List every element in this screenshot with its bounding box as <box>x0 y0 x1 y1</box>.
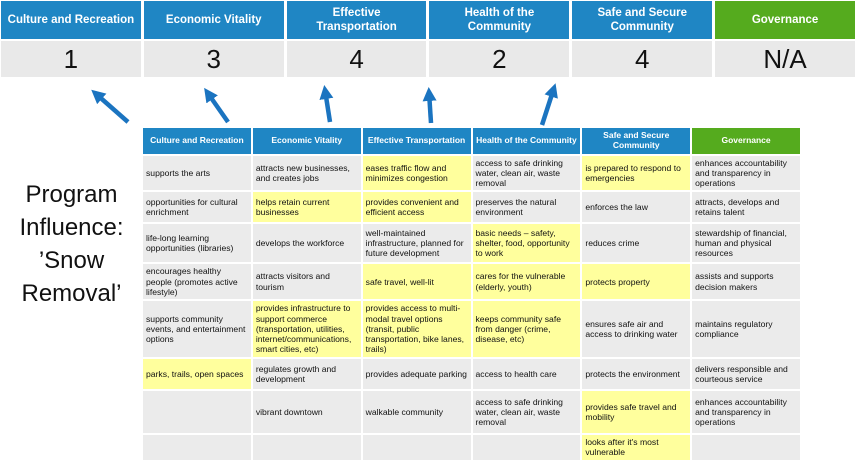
up-arrows-graphic <box>91 83 558 126</box>
score-culture: 1 <box>1 41 141 77</box>
program-title-line: Removal’ <box>21 280 122 308</box>
matrix-cell <box>143 390 251 433</box>
matrix-cell: enforces the law <box>582 192 691 223</box>
matrix-cell: provides access to multi-modal travel op… <box>362 300 471 357</box>
matrix-cell: access to safe drinking water, clean air… <box>472 156 581 191</box>
matrix-cell: encourages healthy people (promotes acti… <box>143 264 251 299</box>
matrix-cell: looks after it's most vulnerable <box>582 434 691 460</box>
matrix-cell: provides infrastructure to support comme… <box>252 300 361 357</box>
matrix-cell: opportunities for cultural enrichment <box>143 192 251 223</box>
matrix-cell: keeps community safe from danger (crime,… <box>472 300 581 357</box>
matrix-cell: protects the environment <box>582 358 691 389</box>
matrix-cell: helps retain current businesses <box>252 192 361 223</box>
matrix-cell: safe travel, well-lit <box>362 264 471 299</box>
matrix-cell: provides adequate parking <box>362 358 471 389</box>
priority-header-safe: Safe and Secure Community <box>572 1 713 39</box>
matrix-cell: enhances accountability and transparency… <box>692 156 800 191</box>
score-safe: 4 <box>572 41 713 77</box>
matrix-cell: develops the workforce <box>252 224 361 263</box>
matrix-header-governance: Governance <box>692 128 800 154</box>
score-economic: 3 <box>143 41 284 77</box>
matrix-cell: life-long learning opportunities (librar… <box>143 224 251 263</box>
matrix-cell: cares for the vulnerable (elderly, youth… <box>472 264 581 299</box>
program-title-line: Program <box>25 181 118 208</box>
priority-header-transportation: Effective Transportation <box>286 1 427 39</box>
score-transportation: 4 <box>286 41 427 77</box>
matrix-cell: reduces crime <box>582 224 691 263</box>
arrow-icon <box>91 83 558 126</box>
matrix-cell <box>692 434 800 460</box>
score-health: 2 <box>429 41 570 77</box>
priority-header-economic: Economic Vitality <box>143 1 284 39</box>
program-influence-title: Program Influence: ’Snow Removal’ <box>0 178 143 310</box>
score-governance: N/A <box>715 41 855 77</box>
matrix-cell: attracts new businesses, and creates job… <box>252 156 361 191</box>
matrix-header-culture: Culture and Recreation <box>143 128 251 154</box>
matrix-header-transportation: Effective Transportation <box>362 128 471 154</box>
matrix-cell: access to safe drinking water, clean air… <box>472 390 581 433</box>
priority-header-row: Culture and Recreation Economic Vitality… <box>1 1 855 39</box>
matrix-cell: maintains regulatory compliance <box>692 300 800 357</box>
matrix-cell: protects property <box>582 264 691 299</box>
matrix-cell: attracts, develops and retains talent <box>692 192 800 223</box>
matrix-cell: well-maintained infrastructure, planned … <box>362 224 471 263</box>
matrix-cell: regulates growth and development <box>252 358 361 389</box>
matrix-cell: assists and supports decision makers <box>692 264 800 299</box>
program-title-line: Influence: <box>19 214 124 242</box>
matrix-cell: ensures safe air and access to drinking … <box>582 300 691 357</box>
matrix-cell: access to health care <box>472 358 581 389</box>
priority-header-health: Health of the Community <box>429 1 570 39</box>
matrix-cell: walkable community <box>362 390 471 433</box>
matrix-cell: basic needs – safety, shelter, food, opp… <box>472 224 581 263</box>
matrix-cell: parks, trails, open spaces <box>143 358 251 389</box>
matrix-cell: supports the arts <box>143 156 251 191</box>
priority-header-governance: Governance <box>715 1 855 39</box>
matrix-header-economic: Economic Vitality <box>252 128 361 154</box>
matrix-cell: enhances accountability and transparency… <box>692 390 800 433</box>
matrix-cell <box>362 434 471 460</box>
matrix-cell <box>472 434 581 460</box>
matrix-cell: stewardship of financial, human and phys… <box>692 224 800 263</box>
matrix-cell: vibrant downtown <box>252 390 361 433</box>
priority-header-culture: Culture and Recreation <box>1 1 141 39</box>
matrix-header-safe: Safe and Secure Community <box>582 128 691 154</box>
matrix-cell: supports community events, and entertain… <box>143 300 251 357</box>
matrix-cell: delivers responsible and courteous servi… <box>692 358 800 389</box>
matrix-cell: provides convenient and efficient access <box>362 192 471 223</box>
matrix-cell <box>143 434 251 460</box>
matrix-cell: preserves the natural environment <box>472 192 581 223</box>
program-title-line: ’Snow <box>38 247 105 275</box>
score-row: 1 3 4 2 4 N/A <box>1 41 855 77</box>
priority-matrix-table: Culture and Recreation Economic Vitality… <box>143 128 800 460</box>
matrix-cell: is prepared to respond to emergencies <box>582 156 691 191</box>
matrix-cell <box>252 434 361 460</box>
matrix-cell: provides safe travel and mobility <box>582 390 691 433</box>
matrix-cell: eases traffic flow and minimizes congest… <box>362 156 471 191</box>
matrix-header-health: Health of the Community <box>472 128 581 154</box>
matrix-cell: attracts visitors and tourism <box>252 264 361 299</box>
